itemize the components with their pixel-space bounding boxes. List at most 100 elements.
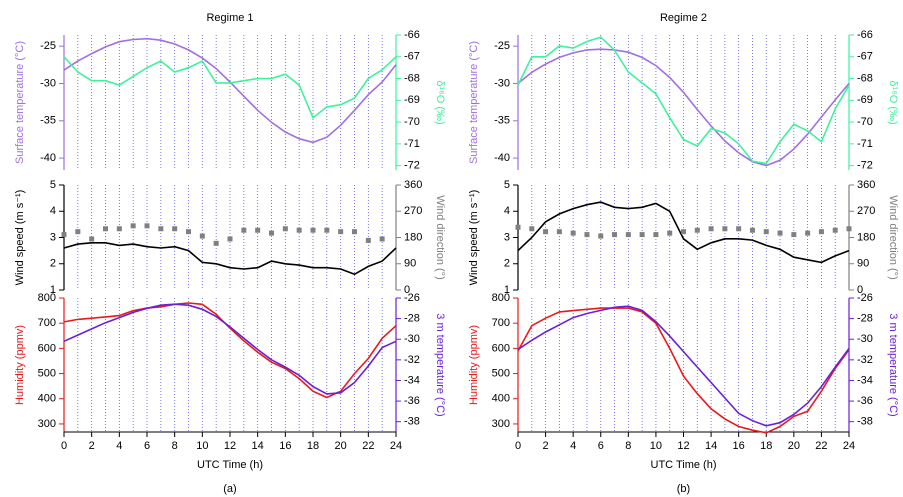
y2-tick-label: -70 [857,116,873,128]
marker [736,226,742,232]
marker [653,232,659,238]
x-tick-label: 0 [515,440,521,452]
y-tick-label: 2 [50,258,56,270]
y2-tick-label: -67 [404,51,420,63]
marker [805,230,811,236]
x-tick-label: 18 [307,440,319,452]
y2-tick-label: -68 [404,72,420,84]
marker [584,232,590,238]
line [63,37,397,144]
x-tick-label: 20 [788,440,800,452]
x-tick-label: 18 [760,440,772,452]
y2-axis-label: 3 m temperature (°C) [434,313,446,416]
y2-tick-label: 180 [857,231,875,243]
y-axis-label: Wind speed (m s⁻¹) [468,190,480,286]
y-tick-label: 1 [504,284,510,296]
y-tick-label: 700 [38,317,56,329]
x-tick-label: 24 [390,440,402,452]
marker [269,230,274,236]
x-tick-label: 16 [733,440,745,452]
x-tick-label: 22 [362,440,374,452]
y2-tick-label: -71 [857,138,873,150]
y2-tick-label: -69 [404,94,420,106]
marker [172,226,178,232]
x-tick-label: 24 [843,440,855,452]
caption: (a) [223,483,236,495]
y2-tick-label: -68 [857,72,873,84]
marker [89,236,95,242]
marker [282,226,288,232]
y-axis-label: Wind speed (m s⁻¹) [14,190,26,286]
x-tick-label: 8 [172,440,178,452]
x-tick-label: 12 [677,440,689,452]
y2-axis-label: Wind direction (°) [887,195,899,279]
marker [612,232,618,238]
y-tick-label: 400 [38,393,56,405]
marker [694,227,700,233]
y-tick-label: 800 [38,292,56,304]
marker [199,233,205,239]
marker [708,226,714,232]
marker [103,226,108,232]
y2-tick-label: -28 [857,313,873,325]
y-tick-label: 5 [50,179,56,191]
y2-tick-label: -66 [404,29,420,41]
marker [255,227,261,233]
y-tick-label: -30 [40,77,56,89]
marker [639,232,645,238]
x-tick-label: 22 [815,440,827,452]
line [63,56,397,119]
x-tick-label: 4 [116,440,122,452]
x-tick-label: 2 [543,440,549,452]
y-tick-label: 4 [50,205,56,217]
marker [116,226,122,232]
marker [241,227,247,233]
marker [296,227,302,233]
marker [818,229,824,235]
y2-tick-label: 360 [857,179,875,191]
x-tick-label: 14 [705,440,717,452]
y2-tick-label: 180 [404,231,422,243]
y2-tick-label: -69 [857,94,873,106]
y2-tick-label: 90 [857,258,869,270]
y2-tick-label: -38 [404,416,420,428]
x-tick-label: 20 [335,440,347,452]
y2-axis-label: Wind direction (°) [434,195,446,279]
line [63,242,397,276]
marker [777,230,783,236]
y-tick-label: 400 [492,393,510,405]
y2-axis-label: 3 m temperature (°C) [887,313,899,416]
panel-title: Regime 2 [660,12,707,24]
y2-tick-label: -34 [404,374,420,386]
y-tick-label: 800 [492,292,510,304]
y2-tick-label: -26 [404,292,420,304]
x-tick-label: 8 [625,440,631,452]
y2-tick-label: -36 [857,395,873,407]
y2-tick-label: -70 [404,116,420,128]
x-tick-label: 10 [650,440,662,452]
y-tick-label: -40 [494,152,510,164]
marker [130,223,136,229]
marker [158,226,164,232]
marker [598,233,604,239]
y2-tick-label: -32 [404,354,420,366]
y-tick-label: 600 [492,342,510,354]
y-tick-label: 500 [38,367,56,379]
x-tick-label: 12 [224,440,236,452]
marker [556,229,562,235]
caption: (b) [677,483,690,495]
y2-tick-label: -30 [404,333,420,345]
y-axis-label: Surface temperature (°C) [14,41,26,164]
x-tick-label: 6 [598,440,604,452]
x-axis-label: UTC Time (h) [651,459,717,471]
y-tick-label: -30 [494,77,510,89]
y-tick-label: -25 [40,40,56,52]
y2-tick-label: -36 [404,395,420,407]
line [517,307,850,434]
marker [681,229,686,235]
marker [310,227,316,233]
y-axis-label: Humidity (ppmv) [14,325,26,405]
marker [227,236,233,242]
marker [338,229,344,235]
